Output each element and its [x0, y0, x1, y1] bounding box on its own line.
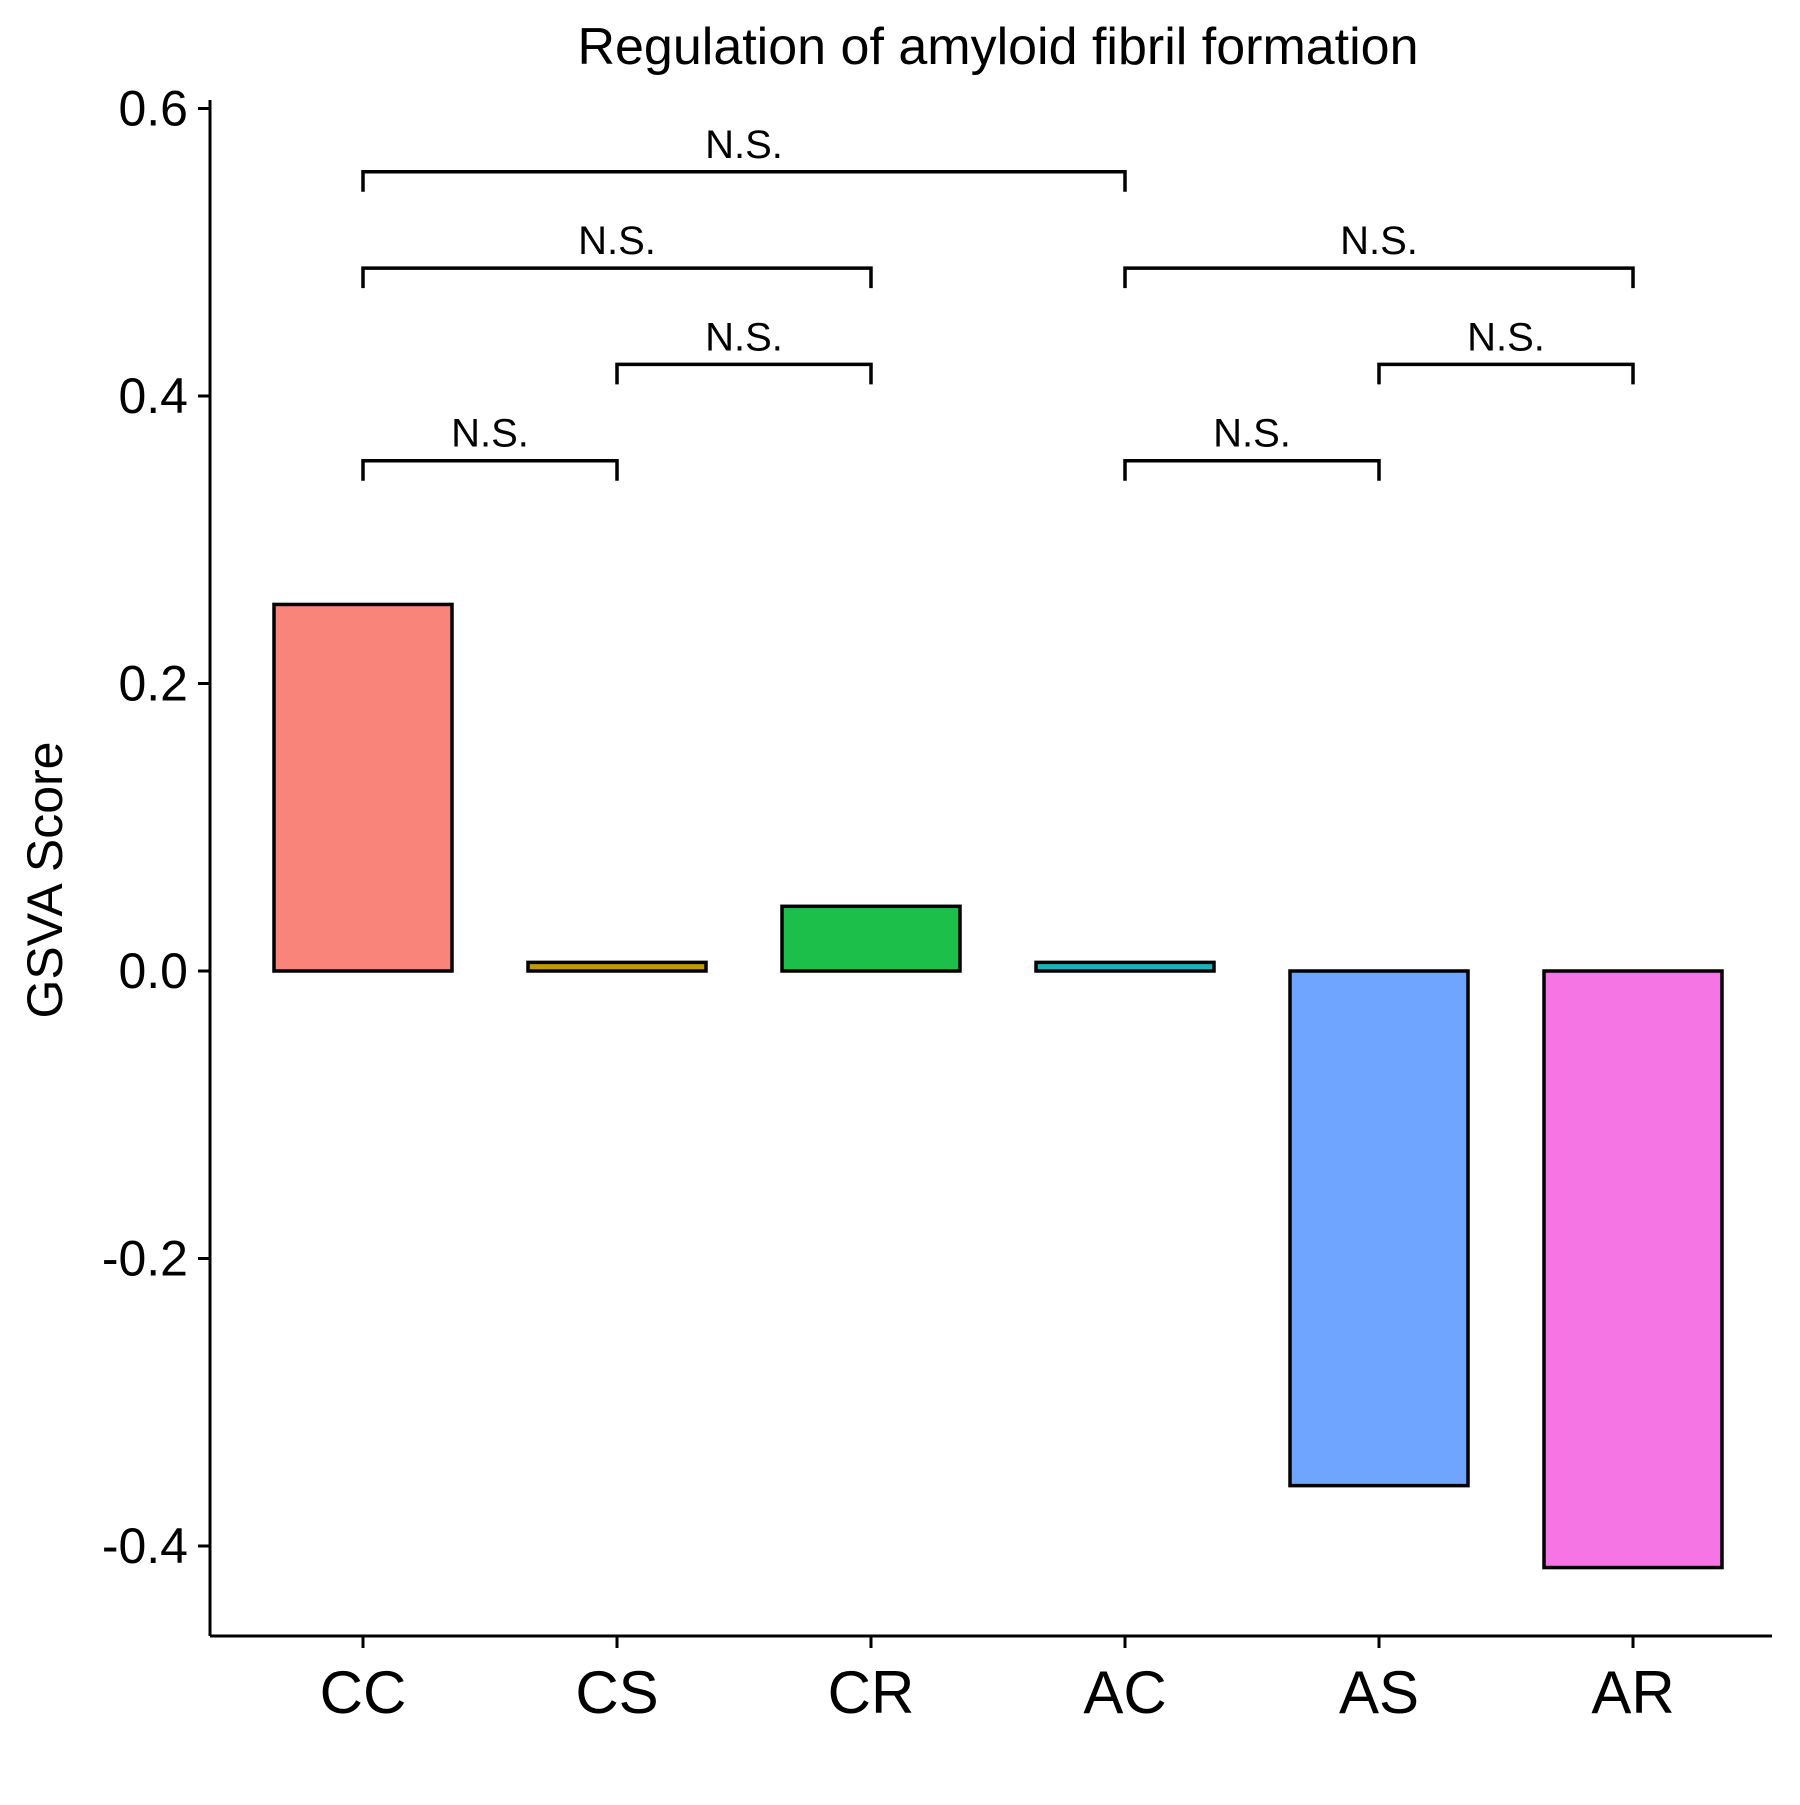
- x-tick-label: AS: [1339, 1659, 1419, 1726]
- y-axis-title: GSVA Score: [17, 742, 73, 1019]
- significance-label: N.S.: [705, 123, 783, 167]
- x-tick-label: CS: [575, 1659, 658, 1726]
- x-tick-label: CR: [828, 1659, 915, 1726]
- significance-label: N.S.: [451, 412, 529, 456]
- y-tick-label: 0.6: [118, 81, 188, 137]
- y-tick-label: -0.2: [102, 1231, 188, 1287]
- chart-title: Regulation of amyloid fibril formation: [577, 18, 1418, 76]
- x-tick-label: AR: [1591, 1659, 1674, 1726]
- significance-bracket: [361, 266, 873, 289]
- x-tick-label: AC: [1083, 1659, 1166, 1726]
- bar-as: [1288, 969, 1470, 1488]
- bar-cc: [272, 602, 454, 973]
- significance-label: N.S.: [705, 315, 783, 359]
- significance-bracket: [1377, 362, 1635, 385]
- x-tick-label: CC: [320, 1659, 407, 1726]
- plot-area: 0.6 0.4 0.2 0.0 -0.2 -0.4 CC CS CR AC AS AR N.S. N.S.…: [102, 81, 1772, 1726]
- y-tick-label: 0.0: [118, 943, 188, 999]
- significance-label: N.S.: [1213, 412, 1291, 456]
- significance-bracket: [1123, 266, 1635, 289]
- y-tick-label: 0.2: [118, 656, 188, 712]
- bar-ac: [1034, 960, 1216, 973]
- bar-ar: [1542, 969, 1724, 1570]
- significance-bracket: [361, 458, 619, 481]
- significance-label: N.S.: [1467, 315, 1545, 359]
- significance-label: N.S.: [578, 219, 656, 263]
- significance-bracket: [1123, 458, 1381, 481]
- significance-bracket: [615, 362, 873, 385]
- significance-bracket: [361, 170, 1127, 192]
- y-tick-label: 0.4: [118, 368, 188, 424]
- significance-label: N.S.: [1340, 219, 1418, 263]
- bar-cr: [780, 904, 962, 973]
- y-tick-label: -0.4: [102, 1518, 188, 1574]
- bar-cs: [526, 960, 708, 973]
